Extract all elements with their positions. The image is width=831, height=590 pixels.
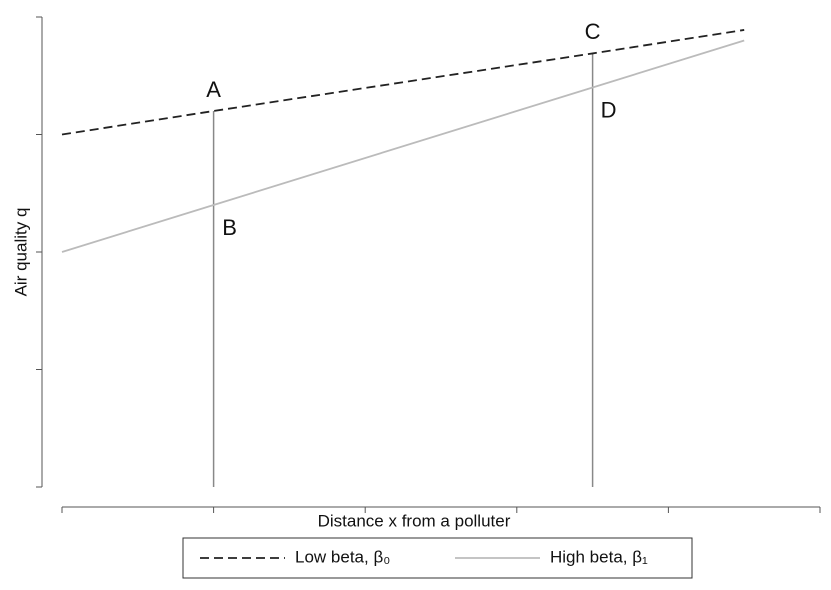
point-label: A	[206, 77, 221, 102]
y-axis-label: Air quality q	[11, 208, 30, 297]
x-axis-label: Distance x from a polluter	[318, 511, 511, 530]
point-label: B	[222, 215, 237, 240]
point-label: D	[601, 97, 617, 122]
legend-box	[182, 537, 693, 579]
legend-label: High beta, β₁	[550, 547, 648, 566]
series-line	[61, 29, 745, 136]
series-line	[61, 39, 745, 253]
point-label: C	[585, 19, 601, 44]
legend-label: Low beta, β₀	[295, 547, 390, 566]
